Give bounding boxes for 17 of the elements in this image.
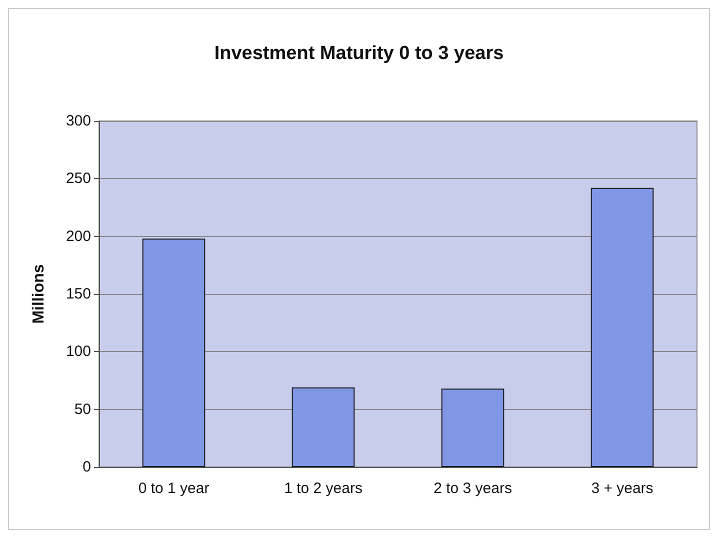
x-tick-label: 1 to 2 years bbox=[284, 480, 362, 497]
y-tick-label: 300 bbox=[66, 112, 91, 130]
bar bbox=[590, 188, 654, 467]
x-tick-label: 2 to 3 years bbox=[434, 480, 512, 497]
y-axis-title: Millions bbox=[30, 264, 48, 324]
y-tick-label: 200 bbox=[66, 228, 91, 245]
y-tick-label: 150 bbox=[66, 286, 91, 302]
y-tick-label: 100 bbox=[66, 343, 91, 360]
bar bbox=[441, 388, 504, 467]
y-tick-label: 50 bbox=[74, 400, 91, 418]
chart-title: Investment Maturity 0 to 3 years bbox=[214, 43, 504, 64]
y-tick-label: 0 bbox=[82, 458, 91, 476]
x-tick-label: 3 + years bbox=[591, 480, 654, 497]
x-tick-label: 0 to 1 year bbox=[138, 480, 210, 497]
bar bbox=[142, 238, 206, 467]
bar bbox=[292, 387, 355, 467]
y-tick-label: 250 bbox=[66, 170, 91, 188]
